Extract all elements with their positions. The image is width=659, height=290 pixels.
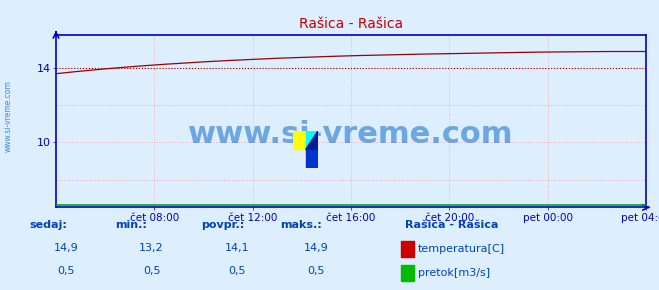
Text: 0,5: 0,5 bbox=[57, 266, 74, 276]
Text: 14,1: 14,1 bbox=[225, 243, 250, 253]
Text: 0,5: 0,5 bbox=[143, 266, 160, 276]
Text: Rašica - Rašica: Rašica - Rašica bbox=[405, 220, 499, 230]
Bar bbox=[293, 130, 306, 149]
Text: temperatura[C]: temperatura[C] bbox=[418, 244, 505, 254]
Text: sedaj:: sedaj: bbox=[30, 220, 67, 230]
Text: povpr.:: povpr.: bbox=[201, 220, 244, 230]
Polygon shape bbox=[306, 149, 318, 168]
Text: 0,5: 0,5 bbox=[308, 266, 325, 276]
Polygon shape bbox=[306, 130, 318, 149]
Text: 0,5: 0,5 bbox=[229, 266, 246, 276]
Text: min.:: min.: bbox=[115, 220, 147, 230]
Text: maks.:: maks.: bbox=[280, 220, 322, 230]
Text: 14,9: 14,9 bbox=[53, 243, 78, 253]
Text: www.si-vreme.com: www.si-vreme.com bbox=[188, 120, 513, 149]
Polygon shape bbox=[306, 130, 318, 149]
Text: pretok[m3/s]: pretok[m3/s] bbox=[418, 269, 490, 278]
Text: 14,9: 14,9 bbox=[304, 243, 329, 253]
Text: 13,2: 13,2 bbox=[139, 243, 164, 253]
Text: www.si-vreme.com: www.si-vreme.com bbox=[4, 80, 13, 152]
Title: Rašica - Rašica: Rašica - Rašica bbox=[299, 17, 403, 31]
